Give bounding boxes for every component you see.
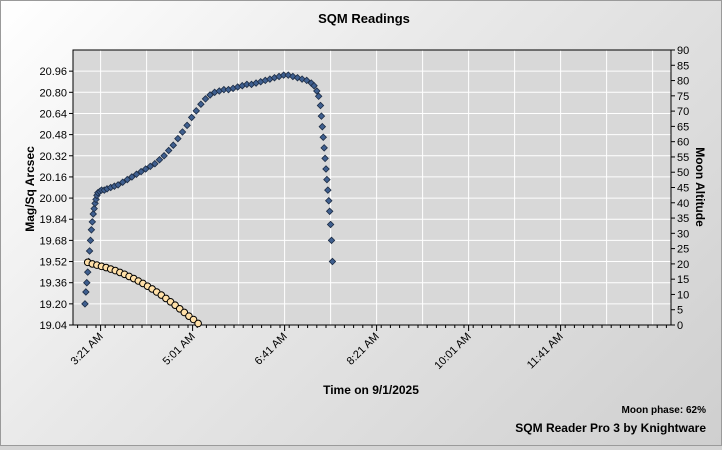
sqm-reading-point: [151, 159, 159, 168]
sqm-reading-point: [201, 95, 210, 103]
y-right-tick-label: 25: [677, 244, 689, 256]
sqm-reading-point: [326, 220, 335, 229]
y-right-tick-label: 15: [677, 274, 689, 286]
y-right-tick-label: 65: [677, 121, 689, 133]
y-left-tick-label: 19.84: [39, 214, 67, 226]
sqm-reading-point: [114, 181, 122, 189]
moon-phase-text: Moon phase: 62%: [622, 405, 707, 416]
sqm-reading-point: [174, 134, 182, 143]
y-right-tick-label: 10: [677, 289, 689, 301]
sqm-reading-point: [324, 196, 333, 205]
sqm-reading-point: [155, 155, 164, 164]
y-left-tick-label: 20.16: [39, 172, 67, 184]
y-right-tick-label: 45: [677, 183, 689, 195]
y-right-tick-label: 55: [677, 152, 689, 164]
y-right-tick-label: 40: [677, 198, 689, 210]
sqm-reading-point: [310, 81, 318, 90]
sqm-reading-point: [137, 167, 145, 176]
plot-border: [72, 49, 672, 326]
y-right-tick-label: 0: [677, 320, 683, 332]
sqm-reading-point: [314, 92, 323, 101]
y-left-tick-label: 20.64: [39, 108, 67, 120]
y-right-tick-label: 5: [677, 305, 683, 317]
y-right-tick-label: 60: [677, 137, 689, 149]
x-tick-label: 10:01 AM: [432, 331, 473, 372]
sqm-reading-point: [325, 207, 334, 216]
y-axis-right-label: Moon Altitude: [693, 147, 707, 227]
sqm-reading-point: [318, 122, 327, 131]
sqm-reading-point: [128, 173, 136, 181]
sqm-reading-point: [169, 141, 178, 149]
sqm-reading-point: [187, 113, 196, 122]
y-left-tick-label: 20.00: [39, 193, 67, 205]
y-left-tick-label: 20.48: [39, 130, 67, 142]
sqm-reading-point: [91, 199, 99, 208]
sqm-reading-point: [178, 128, 187, 136]
x-axis-label: Time on 9/1/2025: [323, 383, 419, 397]
sqm-reading-point: [82, 288, 90, 296]
y-left-tick-label: 19.04: [39, 320, 67, 332]
y-right-tick-label: 85: [677, 60, 689, 72]
x-tick-label: 11:41 AM: [525, 331, 566, 372]
plot-background: [73, 50, 671, 325]
y-left-tick-label: 20.80: [39, 87, 67, 99]
sqm-reading-point: [317, 112, 326, 120]
y-right-tick-label: 50: [677, 167, 689, 179]
sqm-reading-point: [164, 146, 173, 155]
y-right-tick-label: 30: [677, 228, 689, 240]
y-right-tick-label: 75: [677, 91, 689, 103]
chart-title: SQM Readings: [318, 11, 410, 26]
y-left-tick-label: 19.20: [39, 299, 67, 311]
y-left-tick-label: 19.36: [39, 278, 67, 290]
sqm-reading-point: [323, 175, 331, 184]
sqm-reading-point: [197, 100, 205, 108]
y-axis-left-label: Mag/Sq Arcsec: [23, 146, 37, 232]
sqm-reading-point: [321, 154, 329, 163]
x-tick-label: 3:21 AM: [69, 331, 106, 368]
y-left-tick-label: 19.52: [39, 257, 67, 269]
y-right-tick-label: 35: [677, 213, 689, 225]
x-tick-label: 8:21 AM: [345, 331, 382, 368]
sqm-reading-point: [146, 162, 155, 171]
y-left-tick-label: 19.68: [39, 235, 67, 247]
sqm-reading-point: [324, 186, 332, 194]
moon-altitude-point: [194, 319, 202, 328]
sqm-reading-point: [160, 152, 168, 160]
sqm-reading-point: [316, 101, 325, 110]
sqm-reading-point: [206, 91, 214, 99]
sqm-reading-point: [85, 247, 94, 255]
sqm-reading-point: [90, 204, 98, 213]
y-right-tick-label: 20: [677, 259, 689, 271]
sqm-reading-point: [87, 226, 96, 234]
sqm-reading-point: [81, 300, 89, 308]
x-tick-label: 5:01 AM: [161, 331, 198, 368]
sqm-reading-point: [192, 107, 201, 115]
y-left-tick-label: 20.32: [39, 151, 67, 163]
sqm-reading-point: [302, 76, 311, 85]
footer-text: SQM Reader Pro 3 by Knightware: [515, 421, 706, 435]
sqm-reading-point: [327, 236, 336, 245]
sqm-reading-point: [132, 170, 141, 179]
sqm-reading-point: [313, 87, 321, 95]
sqm-reading-point: [141, 165, 150, 173]
sqm-reading-point: [83, 278, 91, 287]
y-right-tick-label: 80: [677, 76, 689, 88]
sqm-reading-point: [123, 175, 132, 184]
y-right-tick-label: 70: [677, 106, 689, 118]
y-right-tick-label: 90: [677, 45, 689, 57]
sqm-reading-point: [322, 165, 330, 173]
sqm-reading-point: [89, 210, 98, 218]
sqm-reading-point: [86, 236, 95, 245]
x-tick-label: 6:41 AM: [253, 331, 290, 368]
sqm-reading-point: [118, 178, 127, 186]
sqm-reading-point: [328, 257, 337, 266]
sqm-reading-point: [320, 144, 328, 152]
sqm-reading-point: [319, 133, 328, 142]
sqm-reading-point: [183, 121, 191, 130]
sqm-reading-point: [88, 218, 97, 226]
y-left-tick-label: 20.96: [39, 66, 67, 78]
sqm-reading-point: [83, 268, 92, 276]
